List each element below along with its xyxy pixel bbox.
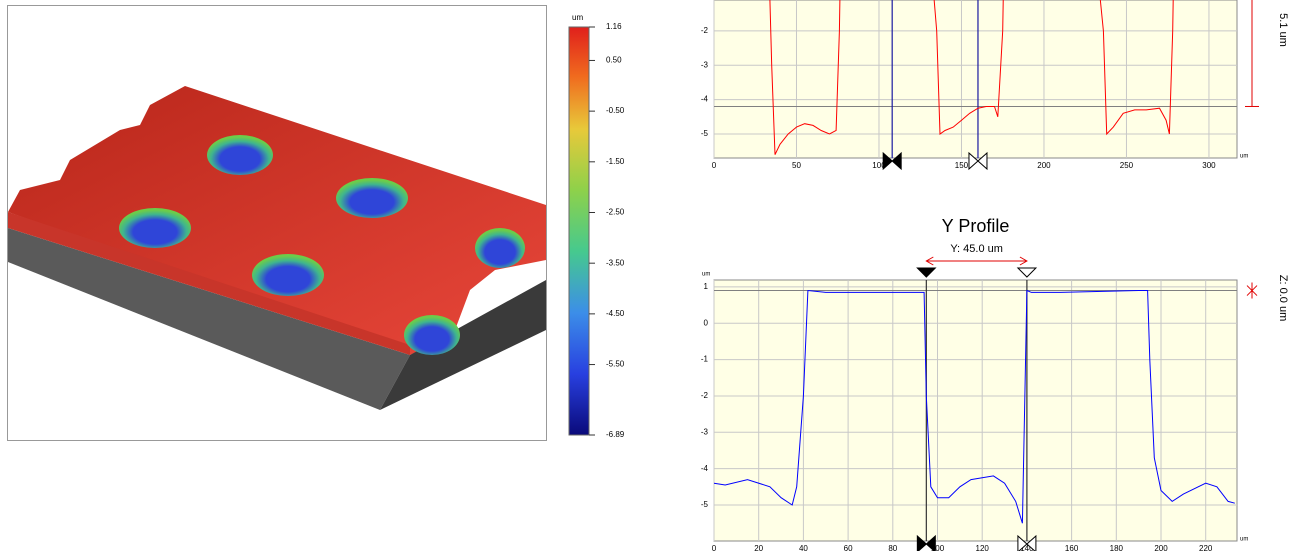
cursor-marker [968,151,979,171]
profile-line [714,289,1235,524]
colorbar-label: 1.16 [606,22,622,31]
cursor-marker [891,151,902,171]
surface-view [7,5,547,441]
annotation: 5.1 um [1277,13,1289,47]
x-tick-label: 80 [888,544,897,551]
x-tick-label: 220 [1199,544,1213,551]
colorbar-label: 0.50 [606,56,622,65]
annotation: Z: 0.0 um [1277,275,1289,321]
plot-area [713,279,1238,542]
y-tick-label: -3 [701,427,709,436]
y-tick-label: -1 [701,355,709,364]
colorbar-label: -4.50 [606,309,625,318]
cursor-marker [1017,534,1028,551]
y-axis-unit: um [702,272,710,278]
chart-title: Y Profile [942,216,1010,236]
x-tick-label: 50 [792,161,801,170]
surface-front [8,228,410,410]
x-tick-label: 140 [1020,544,1034,551]
x-tick-label: 120 [976,544,990,551]
y-tick-label: -2 [701,26,709,35]
x-tick-label: 100 [931,544,945,551]
surface-top [8,86,546,355]
colorbar-unit: um [572,13,583,22]
y-tick-label: -3 [701,60,709,69]
colorbar-label: -1.50 [606,157,625,166]
cursor-arrow [1019,256,1028,266]
cursor-label: Y: 45.0 um [950,243,1003,255]
hole [119,208,191,248]
x-axis-unit: um [1240,154,1248,160]
x-tick-label: 250 [1120,161,1134,170]
x-tick-label: 20 [754,544,763,551]
x-tick-label: 0 [712,544,717,551]
y-tick-label: 1 [704,282,709,291]
hole [336,178,408,218]
x-tick-label: 150 [955,161,969,170]
plot-area [713,0,1238,159]
cursor-marker [1026,534,1037,551]
cursor-arrow [925,256,934,266]
profile-line [769,0,1174,155]
profile-chart: 1 0 -1 -2 -3 -4 -5 0 20 40 60 80 100 120 140 160 180 200 2… [701,216,1289,551]
cursor-marker [916,267,937,278]
x-tick-label: 200 [1037,161,1051,170]
y-tick-label: -5 [701,500,709,509]
x-tick-label: 180 [1110,544,1124,551]
hole [475,228,525,268]
surface-side [380,280,546,410]
y-tick-label: -2 [701,391,709,400]
x-tick-label: 100 [872,161,886,170]
y-tick-label: -4 [701,464,709,473]
cursor-marker [977,151,988,171]
colorbar: um [568,13,590,436]
colorbar-label: -2.50 [606,208,625,217]
profile-chart: -2 -3 -4 -5 0 50 100 150 200 250 300 um 5.1 um [701,0,1289,171]
colorbar-label: -3.50 [606,258,625,267]
y-tick-label: -5 [701,129,709,138]
y-tick-label: 0 [704,318,709,327]
y-tick-label: -4 [701,95,709,104]
colorbar-scale [568,26,590,436]
x-tick-label: 0 [712,161,717,170]
cursor-marker [1016,267,1038,278]
hole [252,254,324,296]
x-tick-label: 300 [1202,161,1216,170]
hole [404,315,460,355]
x-tick-label: 200 [1154,544,1168,551]
colorbar-label: -6.89 [606,430,625,439]
x-tick-label: 60 [844,544,853,551]
colorbar-label: -5.50 [606,360,625,369]
hole [207,135,273,175]
surface-edge [8,212,410,355]
cursor-marker [916,534,928,551]
x-tick-label: 40 [799,544,808,551]
cursor-marker [882,151,893,171]
colorbar-label: -0.50 [606,106,625,115]
x-axis-unit: um [1240,537,1248,543]
cursor-marker [925,534,936,551]
x-tick-label: 160 [1065,544,1079,551]
